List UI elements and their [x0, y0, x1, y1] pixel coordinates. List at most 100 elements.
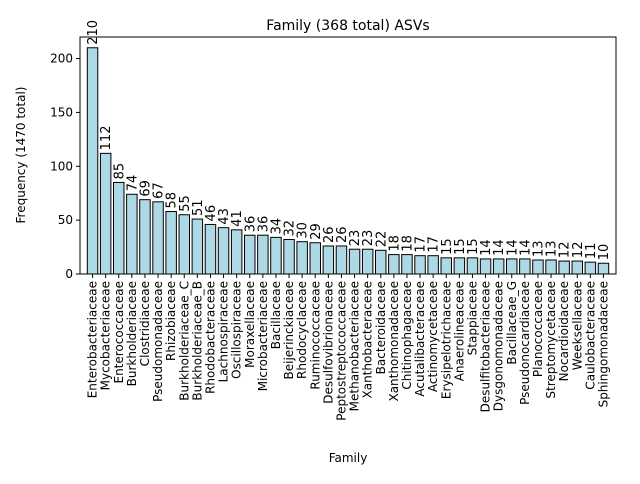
- y-tick-label: 200: [50, 52, 73, 66]
- bar: [558, 260, 570, 275]
- bar: [361, 248, 374, 275]
- x-tick-label: Bacteroidaceae: [374, 281, 388, 374]
- bar: [388, 254, 400, 275]
- bar-value-label: 67: [152, 182, 167, 199]
- bar: [532, 259, 544, 275]
- bar-value-label: 11: [584, 243, 599, 260]
- bar-value-label: 14: [518, 239, 533, 256]
- bar-value-label: 13: [545, 240, 560, 257]
- bar: [165, 211, 177, 275]
- bar: [283, 239, 295, 275]
- bar: [571, 260, 583, 275]
- bar: [519, 258, 531, 275]
- bar: [191, 218, 204, 275]
- bar-value-label: 26: [335, 226, 350, 243]
- bar: [466, 257, 479, 275]
- x-tick-label: Burkholderiaceae: [125, 281, 139, 386]
- x-tick-label: Peptostreptococcaceae: [334, 281, 348, 421]
- bar: [86, 47, 99, 275]
- bar: [440, 257, 452, 275]
- bar-value-label: 41: [230, 210, 245, 227]
- bar: [257, 234, 269, 275]
- x-tick-label: Erysipelotrichaceae: [439, 281, 453, 399]
- bar-value-label: 210: [86, 20, 101, 45]
- bar: [113, 181, 125, 275]
- bar-value-label: 23: [348, 230, 363, 247]
- bar-value-label: 23: [361, 230, 376, 247]
- bar-value-label: 12: [558, 242, 573, 259]
- bar-value-labels: 2101128574696758555146434136363432302926…: [86, 20, 612, 260]
- x-tick-label: Moraxellaceae: [243, 281, 257, 368]
- bar: [597, 262, 610, 275]
- bar-value-label: 36: [256, 216, 271, 233]
- bar: [335, 245, 348, 275]
- x-tick-label: Sphingomonadaceae: [596, 281, 610, 407]
- x-tick-label: Planococcaceae: [531, 281, 545, 377]
- bar-value-label: 18: [387, 235, 402, 252]
- bar-value-label: 58: [165, 192, 180, 209]
- bar-value-label: 15: [466, 238, 481, 255]
- x-tick-label: Mycobacteriaceae: [99, 281, 113, 390]
- x-tick-label: Rhizobiaceae: [164, 281, 178, 361]
- x-axis-label: Family: [329, 451, 368, 465]
- bar-value-label: 69: [138, 180, 153, 197]
- bar-value-label: 15: [440, 238, 455, 255]
- bar-value-label: 34: [269, 218, 284, 235]
- bar: [414, 255, 426, 275]
- bar: [152, 201, 164, 275]
- bar-value-label: 18: [400, 235, 415, 252]
- x-tick-label: Dysgonomonadaceae: [492, 281, 506, 411]
- bar-value-label: 26: [322, 226, 337, 243]
- y-axis: 0 50 100 150 200: [50, 52, 80, 281]
- y-axis-label: Frequency (1470 total): [14, 87, 28, 224]
- x-tick-label: Actinomycetaceae: [426, 281, 440, 392]
- bar-value-label: 15: [453, 238, 468, 255]
- bar-value-label: 74: [125, 175, 140, 192]
- x-tick-label: Microbacteriaceae: [256, 281, 270, 391]
- x-tick-label: Enterobacteriaceae: [86, 281, 100, 398]
- bar-value-label: 12: [571, 242, 586, 259]
- x-axis: Enterobacteriaceae Mycobacteriaceae Entero…: [86, 274, 610, 421]
- x-tick-label: Desulfitobacteriaceae: [479, 281, 493, 412]
- x-tick-label: Enterococcaceae: [112, 281, 126, 384]
- bar: [126, 193, 138, 275]
- x-tick-label: Burkholderiaceae_B: [190, 281, 204, 401]
- x-tick-label: Clostridiaceae: [138, 281, 152, 366]
- bar: [270, 236, 282, 275]
- bar: [309, 242, 321, 275]
- bar: [296, 241, 308, 275]
- bar-value-label: 46: [204, 205, 219, 222]
- bar-value-label: 17: [427, 236, 442, 253]
- bar-value-label: 43: [217, 208, 232, 225]
- x-tick-label: Acutalibacteraceae: [413, 281, 427, 397]
- bar: [348, 248, 361, 275]
- bar: [427, 255, 439, 275]
- x-tick-label: Caulobacteraceae: [583, 281, 597, 390]
- x-tick-label: Rhodocyclaceae: [295, 281, 309, 379]
- bar-value-label: 14: [479, 239, 494, 256]
- bar-value-label: 17: [414, 236, 429, 253]
- x-tick-label: Nocardioidaceae: [557, 281, 571, 381]
- bar: [204, 223, 217, 275]
- bar-value-label: 14: [505, 239, 520, 256]
- bar-value-label: 29: [309, 223, 324, 240]
- x-tick-label: Xanthobacteraceae: [361, 281, 375, 399]
- bar: [584, 261, 597, 275]
- x-tick-label: Anaerolineaceae: [452, 281, 466, 381]
- bar: [401, 254, 413, 275]
- x-tick-label: Oscillospiraceae: [230, 281, 244, 379]
- x-tick-label: Bacillaceae: [269, 281, 283, 349]
- x-tick-label: Lachnospiraceae: [217, 281, 231, 382]
- bar: [375, 249, 387, 275]
- y-tick-label: 50: [58, 213, 73, 227]
- y-tick-label: 0: [65, 267, 73, 281]
- bar-value-label: 10: [597, 244, 612, 261]
- x-tick-label: Beijerinckiaceae: [282, 281, 296, 380]
- y-tick-label: 150: [50, 105, 73, 119]
- x-tick-label: Pseudomonadaceae: [151, 281, 165, 402]
- x-tick-label: Stappiaceae: [465, 281, 479, 355]
- bar: [139, 199, 151, 275]
- bar: [453, 257, 466, 275]
- x-tick-label: Chitinophagaceae: [400, 281, 414, 390]
